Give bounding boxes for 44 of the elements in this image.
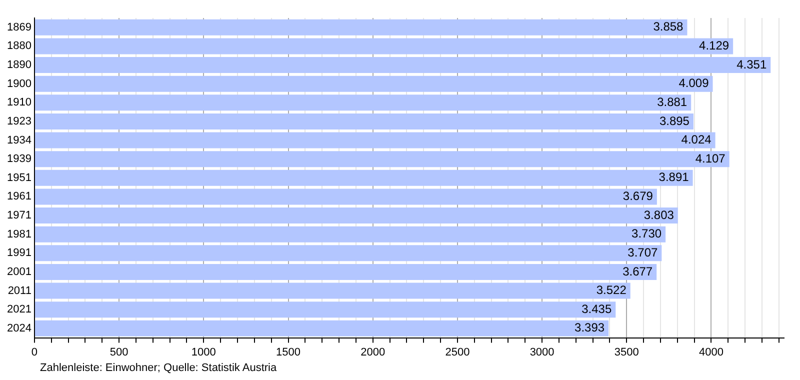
y-tick-label: 1900 bbox=[6, 78, 32, 90]
y-tick-label: 1869 bbox=[6, 21, 32, 34]
x-tick-label: 2500 bbox=[445, 346, 470, 358]
x-tick-label: 4000 bbox=[699, 346, 724, 358]
y-tick-label: 1951 bbox=[6, 172, 32, 184]
y-tick-label: 1923 bbox=[6, 115, 32, 128]
y-tick-label: 2011 bbox=[8, 284, 32, 297]
y-tick-label: 2001 bbox=[6, 266, 32, 278]
y-tick-label: 2021 bbox=[6, 304, 32, 316]
data-label: 4.129 bbox=[699, 38, 730, 53]
y-tick-label: 1961 bbox=[6, 190, 32, 203]
x-tick-label: 0 bbox=[31, 346, 38, 358]
x-tick-label: 3500 bbox=[614, 346, 639, 358]
y-tick-label: 2024 bbox=[6, 322, 32, 334]
y-tick-label: 1910 bbox=[6, 96, 32, 109]
y-tick-label: 1991 bbox=[6, 247, 32, 260]
text: Zahlenleiste: Einwohner; Quelle: Statistik Austria bbox=[40, 362, 277, 374]
y-tick-label: 1939 bbox=[6, 153, 32, 166]
y-tick-label: 1981 bbox=[6, 228, 32, 240]
data-label: 3.393 bbox=[574, 320, 605, 335]
data-label: 3.803 bbox=[644, 208, 674, 222]
data-label: 3.677 bbox=[622, 264, 653, 278]
data-label: 3.858 bbox=[653, 20, 684, 34]
y-tick-label: 1890 bbox=[6, 59, 32, 72]
data-label: 4.024 bbox=[681, 132, 712, 147]
y-tick-label: 1880 bbox=[6, 40, 32, 52]
y-tick-label: 1934 bbox=[6, 134, 32, 146]
x-tick-label: 2000 bbox=[360, 346, 386, 358]
data-label: 3.522 bbox=[596, 283, 627, 298]
data-label: 3.435 bbox=[582, 302, 612, 316]
x-tick-label: 500 bbox=[110, 346, 128, 358]
data-label: 3.891 bbox=[658, 170, 690, 184]
y-tick-label: 1971 bbox=[6, 210, 32, 222]
data-label: 4.107 bbox=[695, 151, 726, 166]
x-tick-label: 1000 bbox=[191, 346, 216, 358]
data-label: 4.351 bbox=[736, 57, 767, 72]
data-label: 3.881 bbox=[657, 94, 688, 109]
data-label: 4.009 bbox=[678, 76, 710, 90]
data-label: 3.679 bbox=[622, 189, 654, 204]
data-label: 3.707 bbox=[628, 245, 658, 260]
data-label: 3.730 bbox=[632, 226, 662, 241]
x-tick-label: 1500 bbox=[276, 346, 301, 358]
x-tick-label: 3000 bbox=[530, 346, 554, 358]
data-label: 3.895 bbox=[659, 114, 690, 128]
